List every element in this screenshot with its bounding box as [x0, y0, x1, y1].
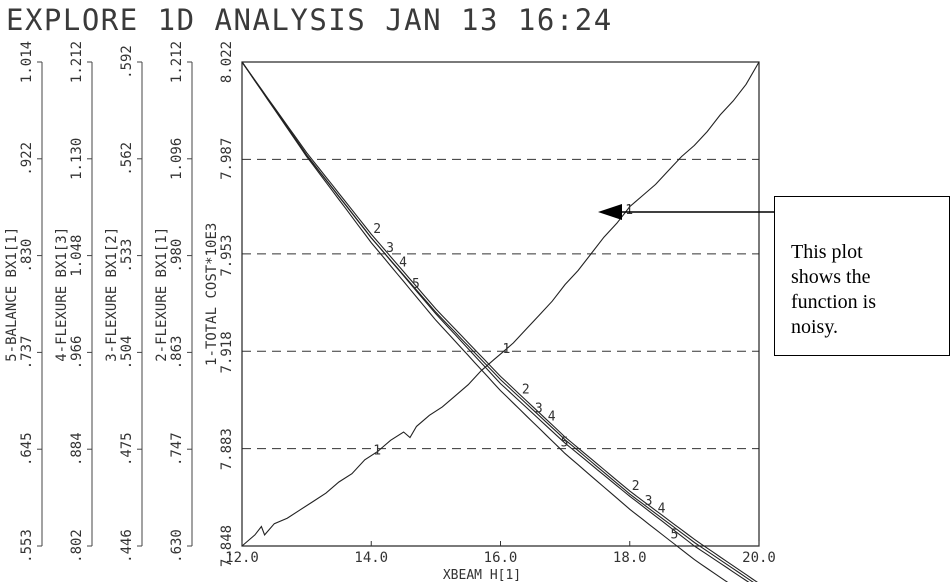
y-axis-label: 4-FLEXURE BX1[3] [54, 227, 70, 362]
series-line-1 [241, 61, 760, 547]
y-tick-label: 8.022 [219, 41, 235, 83]
y-tick-label: .630 [169, 529, 185, 563]
y-tick-label: .553 [19, 529, 35, 563]
y-tick-label: 7.987 [219, 138, 235, 180]
x-axis: 12.0 14.0 16.0 18.0 20.0 [225, 541, 776, 566]
x-axis-label: XBEAM H[1] [443, 568, 521, 582]
y-tick-label: 7.918 [219, 331, 235, 373]
y-tick-label: 7.883 [219, 428, 235, 470]
series-label-2: 2 [522, 383, 530, 398]
series-label-3: 3 [386, 241, 394, 256]
series-label-1: 1 [503, 342, 511, 357]
series-label-2: 2 [632, 479, 640, 494]
callout-box: This plot shows the function is noisy. [774, 196, 950, 356]
series-line-5 [241, 61, 729, 582]
y-axis-3: .446 .475 .504 .533 .562 .592 3-FLEXURE BX1[2] [104, 45, 143, 563]
y-axis-5: .553 .645 .737 .830 .922 1.014 5-BALANCE BX1[1… [4, 41, 43, 563]
y-tick-label: .737 [19, 336, 35, 370]
y-axis-4: .802 .884 .966 1.048 1.130 1.212 4-FLEXURE BX1… [54, 41, 93, 563]
y-tick-label: .966 [69, 336, 85, 370]
x-tick-label: 12.0 [225, 550, 259, 566]
y-axis-1: 7.848 7.883 7.918 7.953 7.987 8.022 1-TOTAL CO… [204, 41, 235, 567]
y-tick-label: .562 [119, 142, 135, 176]
series-label-5: 5 [412, 277, 420, 292]
callout-arrow [598, 204, 774, 220]
series-label-5: 5 [671, 527, 679, 542]
y-tick-label: .802 [69, 529, 85, 563]
y-tick-label: .830 [19, 239, 35, 273]
series-line-3 [241, 61, 750, 582]
series-label-3: 3 [535, 401, 543, 416]
plot-frame [241, 61, 760, 547]
y-axis-label: 5-BALANCE BX1[1] [4, 227, 20, 362]
grid-layer [242, 158, 759, 450]
y-tick-label: .922 [19, 142, 35, 176]
callout-text: This plot shows the function is noisy. [791, 241, 876, 338]
y-tick-label: 1.014 [19, 41, 35, 83]
axes-layer: 7.848 7.883 7.918 7.953 7.987 8.022 1-TOTAL CO… [4, 41, 235, 567]
y-tick-label: .980 [169, 239, 185, 273]
series-label-4: 4 [548, 410, 556, 425]
y-tick-label: .446 [119, 529, 135, 563]
y-tick-label: .475 [119, 432, 135, 466]
y-tick-label: .747 [169, 432, 185, 466]
series-label-4: 4 [399, 256, 407, 271]
y-tick-label: .863 [169, 336, 185, 370]
series-label-1: 1 [373, 444, 381, 459]
y-tick-label: .645 [19, 432, 35, 466]
callout-arrow-head [598, 204, 622, 220]
y-tick-label: .504 [119, 336, 135, 370]
y-tick-label: 1.096 [169, 138, 185, 180]
series-label-1: 1 [625, 203, 633, 218]
series-line-2 [241, 61, 758, 582]
y-tick-label: .533 [119, 239, 135, 273]
y-axis-2: .630 .747 .863 .980 1.096 1.212 2-FLEXURE BX1[… [154, 41, 193, 563]
y-tick-label: 1.048 [69, 235, 85, 277]
y-tick-label: .884 [69, 432, 85, 466]
y-tick-label: 7.953 [219, 235, 235, 277]
y-axis-label: 3-FLEXURE BX1[2] [104, 227, 120, 362]
y-axis-label: 1-TOTAL COST*10E3 [204, 223, 220, 366]
y-tick-label: 7.848 [219, 525, 235, 567]
y-tick-label: 1.212 [169, 41, 185, 83]
series-label-2: 2 [373, 222, 381, 237]
x-tick-label: 16.0 [484, 550, 518, 566]
series-label-5: 5 [561, 435, 569, 450]
x-tick-label: 20.0 [742, 550, 776, 566]
series-label-3: 3 [645, 494, 653, 509]
y-tick-label: 1.212 [69, 41, 85, 83]
x-tick-label: 18.0 [613, 550, 647, 566]
x-tick-label: 14.0 [354, 550, 388, 566]
series-line-4 [241, 61, 754, 582]
y-tick-label: 1.130 [69, 138, 85, 180]
series-label-4: 4 [658, 501, 666, 516]
chart-title: EXPLORE 1D ANALYSIS JAN 13 16:24 [6, 3, 613, 37]
y-axis-label: 2-FLEXURE BX1[1] [154, 227, 170, 362]
y-tick-label: .592 [119, 45, 135, 79]
